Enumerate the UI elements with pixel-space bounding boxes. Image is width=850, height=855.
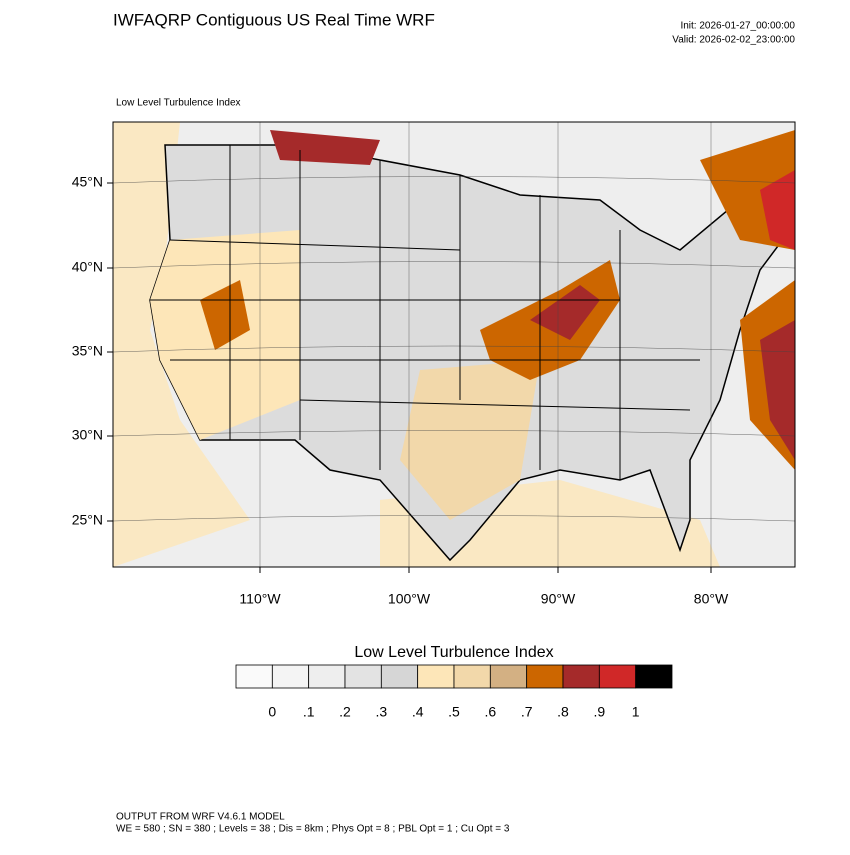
map (113, 122, 795, 567)
colorbar-label: .7 (521, 704, 533, 720)
pacific-field (113, 122, 250, 567)
midwest-peak (530, 285, 600, 340)
colorbar-label: .3 (375, 704, 387, 720)
lon-label: 110°W (239, 591, 281, 607)
colorbar-title: Low Level Turbulence Index (354, 644, 553, 661)
lat-label: 40°N (72, 259, 103, 275)
lat-label: 35°N (72, 343, 103, 359)
northeast-peak (760, 170, 795, 250)
graticule (113, 122, 795, 567)
lon-label: 90°W (541, 591, 576, 607)
footer-line: OUTPUT FROM WRF V4.6.1 MODEL (116, 812, 285, 823)
atlantic-peak (760, 320, 795, 460)
colorbar-swatch (417, 664, 455, 689)
colorbar-swatch (526, 664, 564, 689)
colorbar-swatch (235, 664, 273, 689)
colorbar-swatch (380, 664, 419, 689)
lon-labels: 110°W 100°W 90°W 80°W (239, 567, 729, 607)
valid-time: Valid: 2026-02-02_23:00:00 (672, 35, 795, 46)
colorbar-label: .1 (303, 704, 315, 720)
colorbar-label: .2 (339, 704, 351, 720)
colorbar-label: .5 (448, 704, 460, 720)
colorbar-label: .4 (412, 704, 424, 720)
lon-label: 100°W (388, 591, 431, 607)
lon-label: 80°W (694, 591, 729, 607)
init-time: Init: 2026-01-27_00:00:00 (680, 21, 795, 32)
colorbar-swatch (562, 664, 600, 689)
map-frame (112, 121, 796, 568)
colorbar-label: .6 (484, 704, 496, 720)
colorbar-swatch (344, 664, 382, 689)
colorbar-label: 1 (632, 704, 640, 720)
colorbar: 0 .1 .2 .3 .4 .5 .6 .7 .8 .9 1 (235, 664, 673, 720)
title: IWFAQRP Contiguous US Real Time WRF (113, 10, 435, 29)
canada-peak (270, 130, 380, 165)
colorbar-swatch (598, 664, 637, 689)
colorbar-label: .8 (557, 704, 569, 720)
state-borders (150, 145, 700, 480)
lat-label: 30°N (72, 427, 103, 443)
colorbar-swatch (635, 664, 673, 689)
us-land (149, 144, 791, 562)
texas-field (400, 360, 540, 520)
lat-label: 25°N (72, 512, 103, 528)
map-label: Low Level Turbulence Index (116, 98, 241, 109)
colorbar-label: .9 (593, 704, 605, 720)
colorbar-swatch (489, 664, 528, 689)
lat-labels: 45°N 40°N 35°N 30°N 25°N (72, 174, 113, 528)
colorbar-swatch (453, 664, 491, 689)
nevada-high (200, 280, 250, 350)
footer-line: WE = 580 ; SN = 380 ; Levels = 38 ; Dis … (116, 824, 510, 835)
colorbar-label: 0 (268, 704, 276, 720)
colorbar-swatch (271, 664, 310, 689)
lat-label: 45°N (72, 174, 103, 190)
colorbar-swatch (308, 664, 346, 689)
